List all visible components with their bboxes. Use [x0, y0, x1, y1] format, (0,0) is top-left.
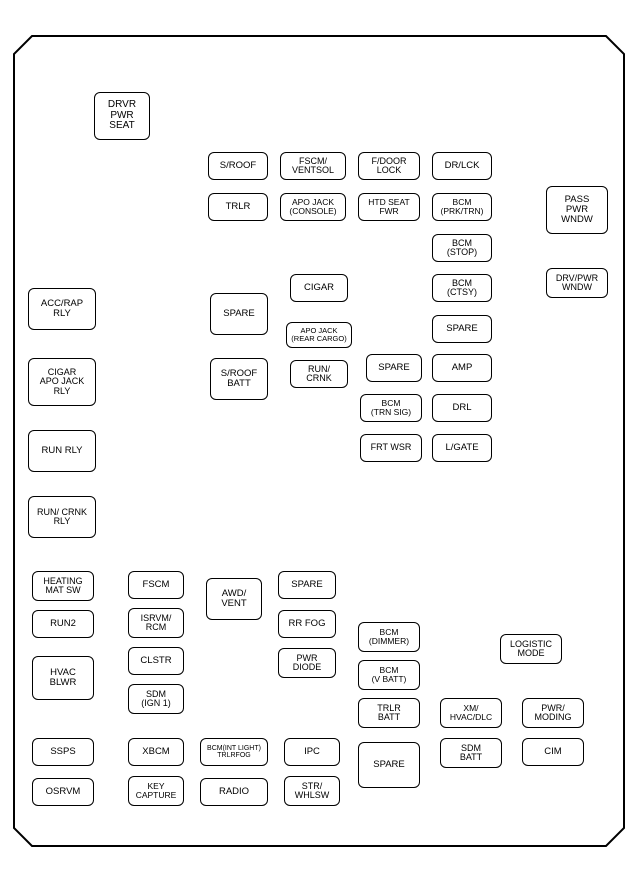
fuse-sdm-ign1: SDM (IGN 1) — [128, 684, 184, 714]
fuse-spare-2: SPARE — [432, 315, 492, 343]
fuse-drv-pwr-wndw: DRV/PWR WNDW — [546, 268, 608, 298]
fuse-clstr: CLSTR — [128, 647, 184, 675]
fuse-bcm-dimmer: BCM (DIMMER) — [358, 622, 420, 652]
fuse-spare-1: SPARE — [210, 293, 268, 335]
fuse-logistic-mode: LOGISTIC MODE — [500, 634, 562, 664]
fuse-lgate: L/GATE — [432, 434, 492, 462]
fuse-pwr-diode: PWR DIODE — [278, 648, 336, 678]
fuse-run-rly: RUN RLY — [28, 430, 96, 472]
fuse-pwr-moding: PWR/ MODING — [522, 698, 584, 728]
fuse-bcm-trn-sig: BCM (TRN SIG) — [360, 394, 422, 422]
fuse-run-crnk-rly: RUN/ CRNK RLY — [28, 496, 96, 538]
fuse-rr-fog: RR FOG — [278, 610, 336, 638]
fuse-box-diagram: DRVR PWR SEAT S/ROOF FSCM/ VENTSOL F/DOOR L… — [0, 0, 638, 873]
fuse-sroof-batt: S/ROOF BATT — [210, 358, 268, 400]
fuse-bcm-prk-trn: BCM (PRK/TRN) — [432, 193, 492, 221]
fuse-osrvm: OSRVM — [32, 778, 94, 806]
fuse-isrvm-rcm: ISRVM/ RCM — [128, 608, 184, 638]
fuse-run-crnk: RUN/ CRNK — [290, 360, 348, 388]
fuse-apo-jack-rear: APO JACK (REAR CARGO) — [286, 322, 352, 348]
fuse-xbcm: XBCM — [128, 738, 184, 766]
fuse-htd-seat-fwr: HTD SEAT FWR — [358, 193, 420, 221]
fuse-run2: RUN2 — [32, 610, 94, 638]
fuse-cigar: CIGAR — [290, 274, 348, 302]
fuse-cim: CIM — [522, 738, 584, 766]
fuse-fscm: FSCM — [128, 571, 184, 599]
fuse-fdoor-lock: F/DOOR LOCK — [358, 152, 420, 180]
fuse-str-whlsw: STR/ WHLSW — [284, 776, 340, 806]
fuse-frt-wsr: FRT WSR — [360, 434, 422, 462]
fuse-key-capture: KEY CAPTURE — [128, 776, 184, 806]
fuse-spare-4: SPARE — [278, 571, 336, 599]
fuse-drvr-pwr-seat: DRVR PWR SEAT — [94, 92, 150, 140]
fuse-cigar-apo-jack-rly: CIGAR APO JACK RLY — [28, 358, 96, 406]
fuse-bcm-stop: BCM (STOP) — [432, 234, 492, 262]
fuse-bcm-ctsy: BCM (CTSY) — [432, 274, 492, 302]
fuse-sdm-batt: SDM BATT — [440, 738, 502, 768]
fuse-trlr-batt: TRLR BATT — [358, 698, 420, 728]
fuse-trlr: TRLR — [208, 193, 268, 221]
fuse-ssps: SSPS — [32, 738, 94, 766]
fuse-awd-vent: AWD/ VENT — [206, 578, 262, 620]
fuse-radio: RADIO — [200, 778, 268, 806]
fuse-spare-3: SPARE — [366, 354, 422, 382]
fuse-sroof: S/ROOF — [208, 152, 268, 180]
fuse-apo-jack-console: APO JACK (CONSOLE) — [280, 193, 346, 221]
fuse-ipc: IPC — [284, 738, 340, 766]
fuse-drl: DRL — [432, 394, 492, 422]
fuse-fscm-ventsol: FSCM/ VENTSOL — [280, 152, 346, 180]
fuse-hvac-blwr: HVAC BLWR — [32, 656, 94, 700]
fuse-pass-pwr-wndw: PASS PWR WNDW — [546, 186, 608, 234]
fuse-bcm-intlight-trlrfog: BCM(INT LIGHT) TRLRFOG — [200, 738, 268, 766]
fuse-spare-5: SPARE — [358, 742, 420, 788]
fuse-heating-mat-sw: HEATING MAT SW — [32, 571, 94, 601]
fuse-xm-hvac-dlc: XM/ HVAC/DLC — [440, 698, 502, 728]
fuse-amp: AMP — [432, 354, 492, 382]
fuse-acc-rap-rly: ACC/RAP RLY — [28, 288, 96, 330]
fuse-bcm-vbatt: BCM (V BATT) — [358, 660, 420, 690]
fuse-dr-lck: DR/LCK — [432, 152, 492, 180]
